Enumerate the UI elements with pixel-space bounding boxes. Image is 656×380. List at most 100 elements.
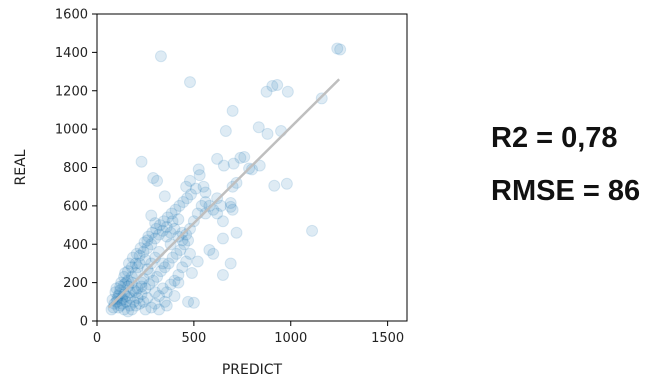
data-point xyxy=(156,224,169,237)
data-point xyxy=(181,192,194,205)
data-point xyxy=(129,286,142,299)
data-point xyxy=(150,222,163,235)
data-point xyxy=(162,257,175,270)
data-point xyxy=(193,169,206,182)
data-point xyxy=(156,282,169,295)
data-point xyxy=(281,85,294,98)
data-point xyxy=(176,261,189,274)
data-point xyxy=(168,274,181,287)
points-layer xyxy=(105,42,347,318)
data-point xyxy=(130,247,143,260)
data-point xyxy=(116,297,129,310)
data-point xyxy=(125,270,138,283)
data-point xyxy=(109,286,122,299)
data-point xyxy=(334,43,347,56)
data-point xyxy=(137,245,150,258)
data-point xyxy=(253,159,266,172)
data-point xyxy=(234,151,247,164)
data-point xyxy=(123,291,136,304)
data-point xyxy=(118,278,131,291)
data-point xyxy=(108,297,121,310)
data-point xyxy=(160,230,173,243)
data-point xyxy=(184,76,196,89)
data-point xyxy=(139,253,152,266)
data-point xyxy=(149,297,162,310)
stats-panel: R2 = 0,78 RMSE = 86 xyxy=(491,112,640,218)
data-point xyxy=(230,176,243,189)
data-point xyxy=(226,104,239,117)
data-point xyxy=(306,224,319,237)
data-point xyxy=(138,236,151,249)
data-point xyxy=(147,172,160,185)
data-point xyxy=(203,244,216,257)
data-point xyxy=(169,203,182,216)
data-point xyxy=(160,299,173,312)
data-point xyxy=(135,155,148,168)
data-point xyxy=(164,226,177,239)
data-point xyxy=(146,226,159,239)
data-point xyxy=(125,261,138,274)
data-point xyxy=(211,192,224,205)
data-point xyxy=(112,290,125,303)
data-point xyxy=(135,276,148,289)
data-point xyxy=(125,276,138,289)
data-point xyxy=(120,295,133,308)
data-point xyxy=(141,291,154,304)
y-axis-title: REAL xyxy=(13,149,29,185)
data-point xyxy=(149,217,162,230)
data-point xyxy=(261,127,274,140)
data-point xyxy=(122,257,135,270)
data-point xyxy=(177,196,190,209)
data-point xyxy=(216,215,229,228)
data-point xyxy=(268,179,281,192)
data-point xyxy=(275,125,288,138)
data-point xyxy=(211,152,224,165)
data-point xyxy=(135,288,148,301)
y-tick-label: 0 xyxy=(80,315,88,330)
data-point xyxy=(153,228,165,241)
rmse-value: RMSE = 86 xyxy=(491,175,641,207)
y-tick-label: 200 xyxy=(63,276,88,291)
data-point xyxy=(110,295,123,308)
data-point xyxy=(164,278,177,291)
fit-line xyxy=(107,78,341,309)
data-point xyxy=(185,267,198,280)
data-point xyxy=(168,290,181,303)
data-point xyxy=(151,270,164,283)
data-point xyxy=(184,247,196,260)
r2-value: R2 = 0,78 xyxy=(491,122,618,154)
data-point xyxy=(112,301,125,314)
data-point xyxy=(187,296,200,309)
data-point xyxy=(157,215,170,228)
data-point xyxy=(199,186,212,199)
data-point xyxy=(182,295,195,308)
data-point xyxy=(166,215,179,228)
data-point xyxy=(143,278,156,291)
data-point xyxy=(147,274,160,287)
data-point xyxy=(129,257,142,270)
data-point xyxy=(123,299,136,312)
data-point xyxy=(145,238,158,251)
data-point xyxy=(178,238,191,251)
data-point xyxy=(151,174,164,187)
data-point xyxy=(230,226,243,239)
data-point xyxy=(260,85,273,98)
data-point xyxy=(153,290,165,303)
data-point xyxy=(160,220,173,233)
data-point xyxy=(133,297,146,310)
data-point xyxy=(161,211,174,224)
data-point xyxy=(158,190,171,203)
data-point xyxy=(216,268,229,281)
data-point xyxy=(199,207,212,220)
data-point xyxy=(113,288,126,301)
data-point xyxy=(133,257,146,270)
data-point xyxy=(154,50,167,63)
data-point xyxy=(195,199,208,212)
data-point xyxy=(224,200,237,213)
data-point xyxy=(197,180,210,193)
data-point xyxy=(191,255,204,268)
data-point xyxy=(172,276,185,289)
data-point xyxy=(129,267,142,280)
data-point xyxy=(127,284,140,297)
